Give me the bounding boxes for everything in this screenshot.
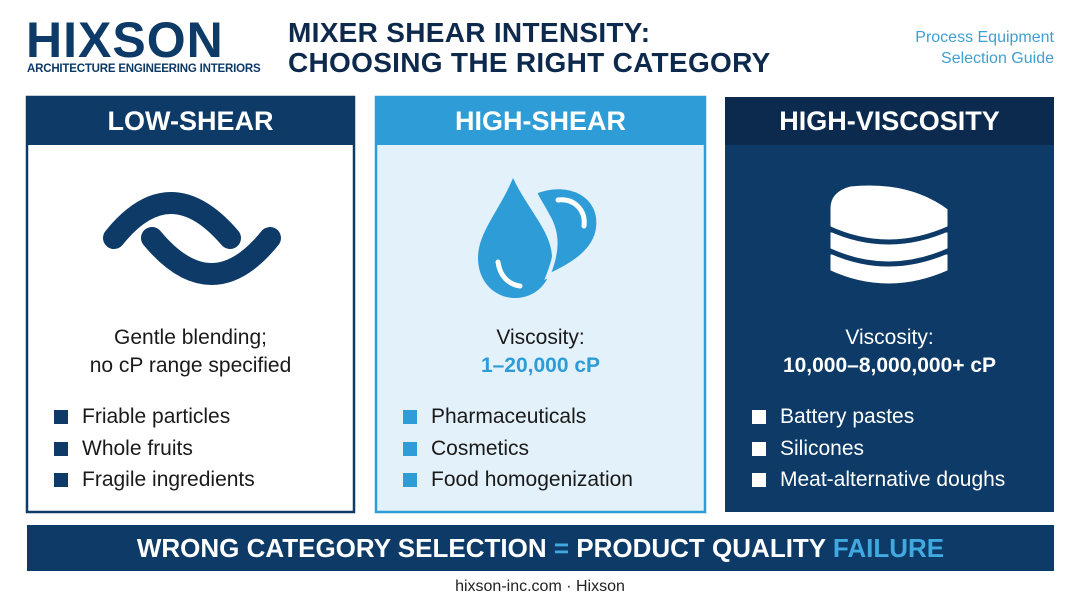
bullet-text: Food homogenization <box>431 468 633 491</box>
card-frame <box>25 95 356 514</box>
card-title: HIGH-SHEAR <box>454 106 626 136</box>
card-description: 1–20,000 cP <box>480 354 601 377</box>
tagline: ARCHITECTURE ENGINEERING INTERIORS <box>27 63 261 75</box>
footer: hixson-inc.com · Hixson <box>455 578 625 595</box>
banner-text: PRODUCT QUALITY <box>576 533 826 563</box>
bullet-text: Cosmetics <box>431 436 530 460</box>
card-description: no cP range specified <box>89 354 292 377</box>
card-title: HIGH-VISCOSITY <box>779 106 1000 136</box>
card-title: LOW-SHEAR <box>107 106 274 136</box>
bullet-marker <box>403 441 417 456</box>
banner: WRONG CATEGORY SELECTION = PRODUCT QUALI… <box>27 525 1054 571</box>
bullet-text: Battery pastes <box>780 405 915 428</box>
title: CHOOSING THE RIGHT CATEGORY <box>288 47 771 78</box>
bullet-marker <box>54 473 68 487</box>
banner-text: WRONG CATEGORY SELECTION <box>136 533 547 563</box>
card-header <box>27 97 354 145</box>
bullet-text: Silicones <box>780 436 865 460</box>
bullet-marker <box>403 410 417 424</box>
guide: Selection Guide <box>941 50 1054 67</box>
bullet-marker <box>752 410 766 424</box>
bullet-text: Fragile ingredients <box>82 468 255 491</box>
card-header <box>376 97 705 145</box>
banner-text: = <box>553 533 570 563</box>
low-shear-icon <box>103 192 281 285</box>
card-frame <box>725 97 1054 512</box>
card-description: Viscosity: <box>496 326 585 349</box>
card-frame <box>374 95 707 514</box>
bullet-marker <box>403 473 417 487</box>
card-description: Viscosity: <box>845 326 934 349</box>
logo: HIXSON <box>26 12 224 68</box>
card-header <box>725 97 1054 145</box>
banner-bg <box>27 525 1054 571</box>
bullet-marker <box>752 441 766 456</box>
card-description: 10,000–8,000,000+ cP <box>782 354 997 377</box>
high-viscosity-icon <box>825 180 953 289</box>
bullet-text: Whole fruits <box>82 436 193 460</box>
guide: Process Equipment <box>915 29 1054 46</box>
banner-text: FAILURE <box>832 533 945 563</box>
bullet-text: Meat-alternative doughs <box>780 468 1006 491</box>
high-shear-icon <box>478 178 601 298</box>
card-description: Gentle blending; <box>114 326 267 349</box>
bullet-marker <box>752 473 766 487</box>
bullet-marker <box>54 410 68 424</box>
bullet-text: Pharmaceuticals <box>431 405 587 428</box>
title: MIXER SHEAR INTENSITY: <box>288 17 651 48</box>
bullet-text: Friable particles <box>82 405 231 428</box>
bullet-marker <box>54 441 68 456</box>
